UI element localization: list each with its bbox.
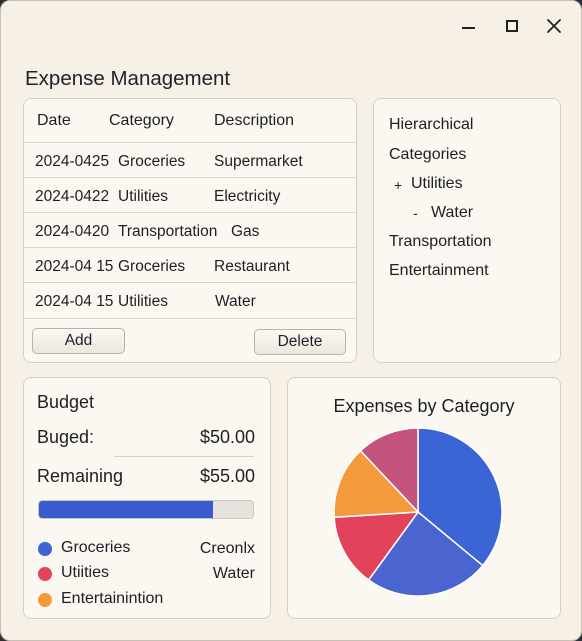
legend-dot-groceries xyxy=(38,542,52,556)
cell-category: Utilities xyxy=(118,293,168,310)
maximize-button[interactable] xyxy=(499,13,525,39)
pie-chart xyxy=(333,427,503,597)
cell-date: 2024-0425 xyxy=(35,153,110,170)
expense-table-panel: Date Category Description 2024-0425 Groc… xyxy=(23,98,357,363)
column-header-category[interactable]: Category xyxy=(109,112,174,129)
close-icon xyxy=(547,19,561,33)
add-button[interactable]: Add xyxy=(32,328,125,354)
legend-dot-entertainment xyxy=(38,593,52,607)
tree-item-utilities[interactable]: Utilities xyxy=(411,175,463,192)
remaining-value: $55.00 xyxy=(199,466,255,486)
cell-category: Groceries xyxy=(118,153,186,170)
tree-item-transportation[interactable]: Transportation xyxy=(389,233,492,250)
budget-progress-bar xyxy=(38,500,254,519)
legend-label-utilities: Utiities xyxy=(61,564,110,581)
cell-date: 2024-04 15 xyxy=(35,293,114,310)
budgeted-label: Buged: xyxy=(37,427,95,447)
page-title: Expense Management xyxy=(25,67,231,90)
table-row[interactable]: 2024-0420 Transportation Gas xyxy=(24,212,356,248)
legend-label-entertainment: Entertainintion xyxy=(61,590,164,607)
column-header-date[interactable]: Date xyxy=(37,112,71,129)
cell-category: Utilities xyxy=(118,188,168,205)
table-row[interactable]: 2024-0422 Utilities Electricity xyxy=(24,177,356,213)
table-row[interactable]: 2024-04 15 Groceries Restaurant xyxy=(24,247,356,283)
cell-description: Gas xyxy=(231,223,260,240)
maximize-icon xyxy=(506,20,518,32)
pie-slice-4[interactable] xyxy=(333,449,420,519)
budget-panel: Budget Buged: $50.00 Remaining $55.00 Gr… xyxy=(23,377,271,619)
collapse-icon[interactable]: - xyxy=(413,205,418,221)
tree-item-entertainment[interactable]: Entertainment xyxy=(389,262,489,279)
budgeted-value: $50.00 xyxy=(199,427,255,447)
legend-value-utilities: Water xyxy=(212,565,255,582)
expand-icon[interactable]: + xyxy=(394,177,403,193)
cell-date: 2024-0420 xyxy=(35,223,110,240)
tree-item-water[interactable]: Water xyxy=(431,204,474,221)
minimize-button[interactable] xyxy=(455,13,481,39)
cell-category: Groceries xyxy=(118,258,186,275)
cell-date: 2024-0422 xyxy=(35,188,110,205)
close-button[interactable] xyxy=(541,13,567,39)
cell-description: Restaurant xyxy=(214,258,290,275)
progress-fill xyxy=(39,501,214,518)
column-header-description[interactable]: Description xyxy=(214,112,295,129)
pie-slice-1[interactable] xyxy=(417,427,503,567)
cell-description: Water xyxy=(215,293,256,310)
pie-slice-5[interactable] xyxy=(359,427,419,514)
cell-date: 2024-04 15 xyxy=(35,258,114,275)
title-bar xyxy=(1,1,581,49)
remaining-label: Remaining xyxy=(37,466,124,486)
delete-button[interactable]: Delete xyxy=(254,329,346,355)
pie-slice-3[interactable] xyxy=(333,511,420,582)
table-row[interactable]: 2024-0425 Groceries Supermarket xyxy=(24,142,356,178)
cell-description: Electricity xyxy=(214,188,281,205)
chart-title: Expenses by Category xyxy=(333,396,515,416)
cell-category: Transportation xyxy=(118,223,218,240)
expenses-chart-panel: Expenses by Category xyxy=(287,377,561,619)
tree-heading: Hierarchical xyxy=(389,116,474,133)
legend-dot-utilities xyxy=(38,567,52,581)
table-row[interactable]: 2024-04 15 Utilities Water xyxy=(24,282,356,319)
budget-title: Budget xyxy=(37,392,95,412)
tree-heading-categories: Categories xyxy=(389,146,467,163)
divider xyxy=(114,456,254,457)
legend-value-groceries: Creonlx xyxy=(199,540,255,557)
minimize-icon xyxy=(461,26,475,29)
pie-slice-2[interactable] xyxy=(367,510,484,597)
cell-description: Supermarket xyxy=(214,153,303,170)
category-tree-panel: Hierarchical Categories + Utilities - Wa… xyxy=(373,98,561,363)
legend-label-groceries: Groceries xyxy=(61,539,131,556)
